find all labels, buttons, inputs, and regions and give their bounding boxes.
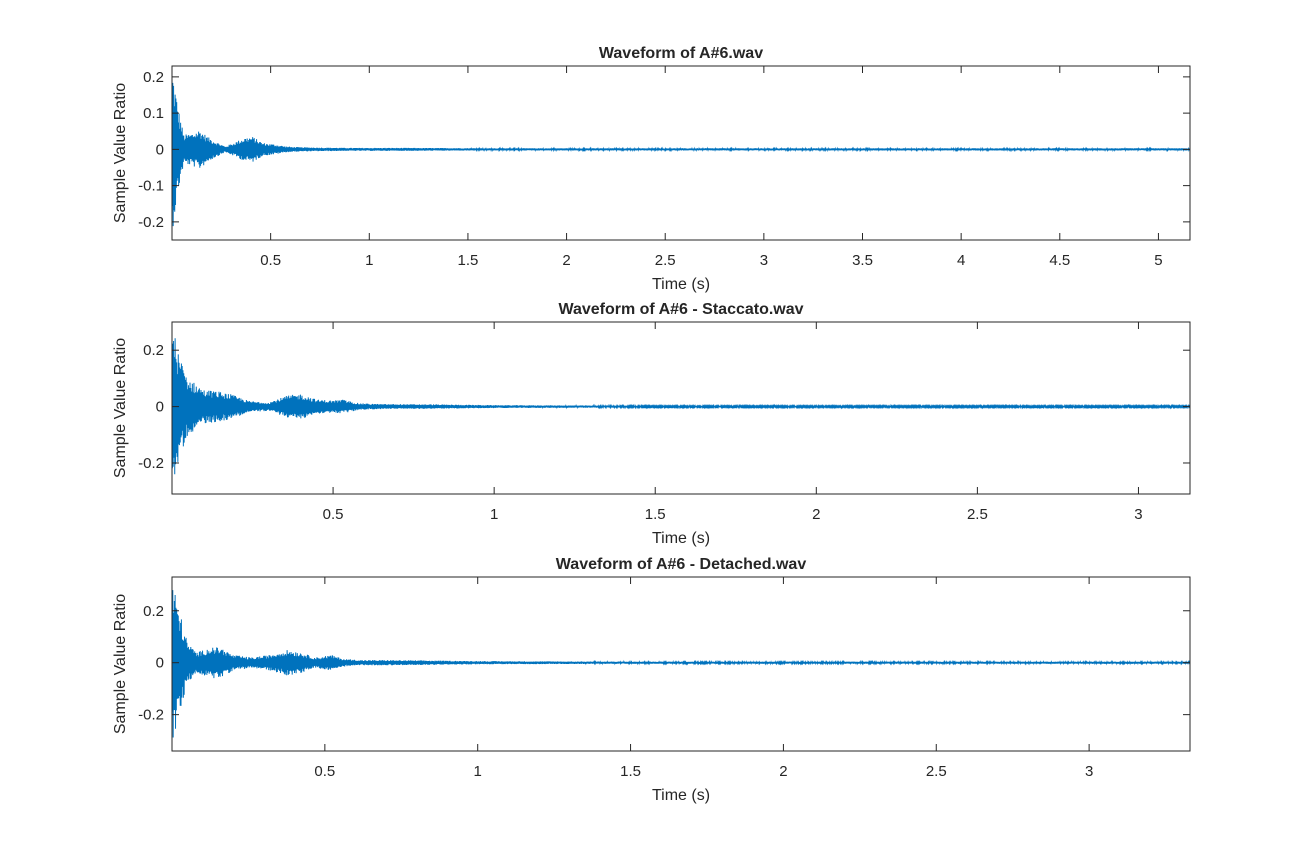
y-tick-label: 0.1	[143, 105, 164, 122]
x-tick-label: 1	[490, 506, 498, 523]
chart-title: Waveform of A#6 - Staccato.wav	[558, 301, 803, 318]
y-tick-label: 0	[156, 141, 164, 158]
x-tick-label: 2	[812, 506, 820, 523]
waveform-series	[171, 590, 1191, 738]
x-tick-label: 1.5	[458, 252, 479, 269]
y-axis-label: Sample Value Ratio	[112, 594, 129, 734]
y-tick-label: 0	[156, 655, 164, 672]
y-tick-label: -0.1	[138, 178, 164, 195]
subplot-2: 0.5 1 1.5 2 2.5 3 -0.2 0 0.2 Waveform of A#6 - St…	[112, 301, 1191, 547]
y-tick-label: 0	[156, 399, 164, 416]
x-axis-label: Time (s)	[652, 530, 710, 547]
x-tick-label: 0.5	[323, 506, 344, 523]
plot-area	[172, 66, 1190, 240]
x-tick-label: 3	[1134, 506, 1142, 523]
x-tick-label: 3	[760, 252, 768, 269]
y-axis-label: Sample Value Ratio	[112, 83, 129, 223]
subplot-3: 0.5 1 1.5 2 2.5 3 -0.2 0 0.2 Waveform of A#6 - De…	[112, 556, 1191, 804]
x-tick-label: 2.5	[926, 763, 947, 780]
y-tick-label: 0.2	[143, 69, 164, 86]
y-axis-label: Sample Value Ratio	[112, 338, 129, 478]
axes-box	[171, 65, 1191, 241]
x-tick-label: 3	[1085, 763, 1093, 780]
x-tick-label: 2.5	[655, 252, 676, 269]
waveform-series	[171, 77, 1191, 227]
chart-title: Waveform of A#6 - Detached.wav	[556, 556, 807, 573]
x-tick-label: 4.5	[1049, 252, 1070, 269]
axes-box	[171, 576, 1191, 752]
x-tick-label: 3.5	[852, 252, 873, 269]
y-tick-label: 0.2	[143, 342, 164, 359]
x-axis-label: Time (s)	[652, 787, 710, 804]
y-tick-label: -0.2	[138, 707, 164, 724]
subplot-1: 0.5 1 1.5 2 2.5 3 3.5 4 4.5 5 -0.2 -0.1 0 0.1 0.2 Wavef…	[112, 45, 1191, 293]
y-tick-label: -0.2	[138, 455, 164, 472]
x-tick-label: 5	[1154, 252, 1162, 269]
x-tick-label: 1.5	[645, 506, 666, 523]
x-axis-label: Time (s)	[652, 276, 710, 293]
x-tick-label: 1	[474, 763, 482, 780]
axes-box	[171, 321, 1191, 495]
x-tick-label: 2.5	[967, 506, 988, 523]
y-tick-label: 0.2	[143, 603, 164, 620]
chart-title: Waveform of A#6.wav	[599, 45, 763, 62]
x-tick-label: 1.5	[620, 763, 641, 780]
waveform-series	[171, 338, 1191, 475]
x-tick-label: 1	[365, 252, 373, 269]
x-tick-label: 0.5	[314, 763, 335, 780]
x-tick-label: 0.5	[260, 252, 281, 269]
y-tick-label: -0.2	[138, 214, 164, 231]
x-tick-label: 2	[779, 763, 787, 780]
x-tick-label: 4	[957, 252, 965, 269]
x-tick-label: 2	[562, 252, 570, 269]
